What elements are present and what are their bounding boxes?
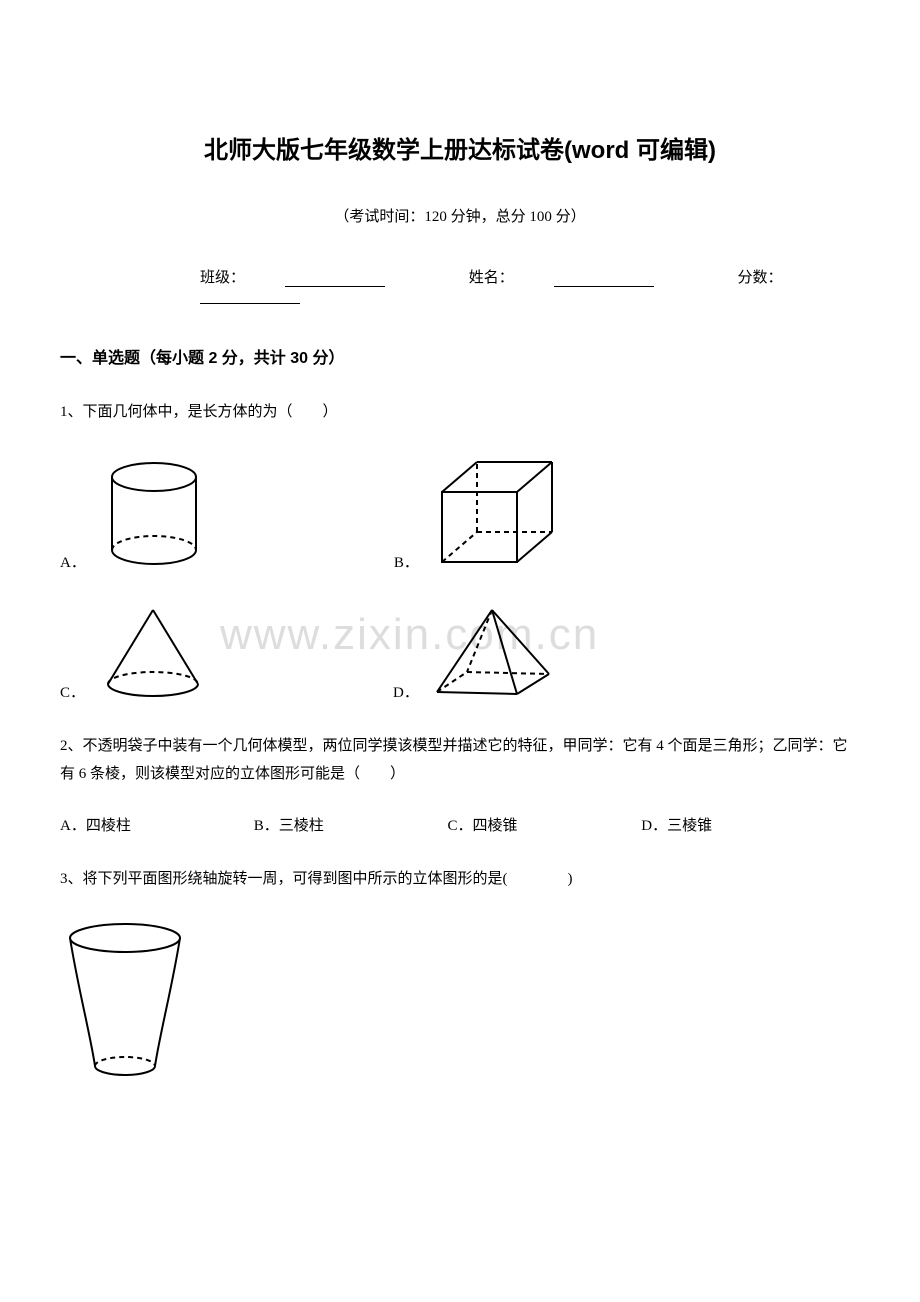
name-blank — [554, 272, 654, 287]
header-fields: 班级： 姓名： 分数： — [60, 266, 860, 304]
q1-choice-c: C． — [60, 602, 213, 702]
q2-choice-d: D．三棱锥 — [641, 814, 831, 835]
page-title: 北师大版七年级数学上册达标试卷(word 可编辑) — [60, 130, 860, 165]
cup-figure — [60, 918, 190, 1088]
page-content: 北师大版七年级数学上册达标试卷(word 可编辑) （考试时间：120 分钟，总… — [60, 130, 860, 1093]
q1-choice-d-label: D． — [393, 681, 419, 702]
pyramid-figure — [427, 602, 557, 702]
name-field: 姓名： — [469, 270, 694, 286]
score-blank — [200, 289, 300, 304]
cone-figure — [93, 602, 213, 702]
question-1: 1、下面几何体中，是长方体的为（ ） — [60, 398, 860, 427]
score-label: 分数： — [738, 270, 783, 286]
q1-choice-a-label: A． — [60, 551, 86, 572]
q1-choices-row2: C． D． — [60, 602, 860, 702]
q1-choice-c-label: C． — [60, 681, 85, 702]
q2-choice-c: C．四棱锥 — [448, 814, 638, 835]
cylinder-figure — [94, 452, 214, 572]
q2-choices: A．四棱柱 B．三棱柱 C．四棱锥 D．三棱锥 — [60, 814, 860, 835]
section-heading: 一、单选题（每小题 2 分，共计 30 分） — [60, 344, 860, 368]
q1-choice-d: D． — [393, 602, 557, 702]
q2-choice-b: B．三棱柱 — [254, 814, 444, 835]
exam-info: （考试时间：120 分钟，总分 100 分） — [60, 205, 860, 226]
class-field: 班级： — [200, 270, 425, 286]
cuboid-figure — [427, 452, 567, 572]
question-2: 2、不透明袋子中装有一个几何体模型，两位同学摸该模型并描述它的特征，甲同学：它有… — [60, 732, 860, 789]
q1-choice-b-label: B． — [394, 551, 419, 572]
name-label: 姓名： — [469, 270, 514, 286]
class-blank — [285, 272, 385, 287]
question-3: 3、将下列平面图形绕轴旋转一周，可得到图中所示的立体图形的是( ) — [60, 865, 860, 894]
class-label: 班级： — [200, 270, 245, 286]
q2-choice-a: A．四棱柱 — [60, 814, 250, 835]
q1-choices-row1: A． B． — [60, 452, 860, 572]
q1-choice-b: B． — [394, 452, 567, 572]
q1-choice-a: A． — [60, 452, 214, 572]
q3-figure — [60, 918, 860, 1093]
